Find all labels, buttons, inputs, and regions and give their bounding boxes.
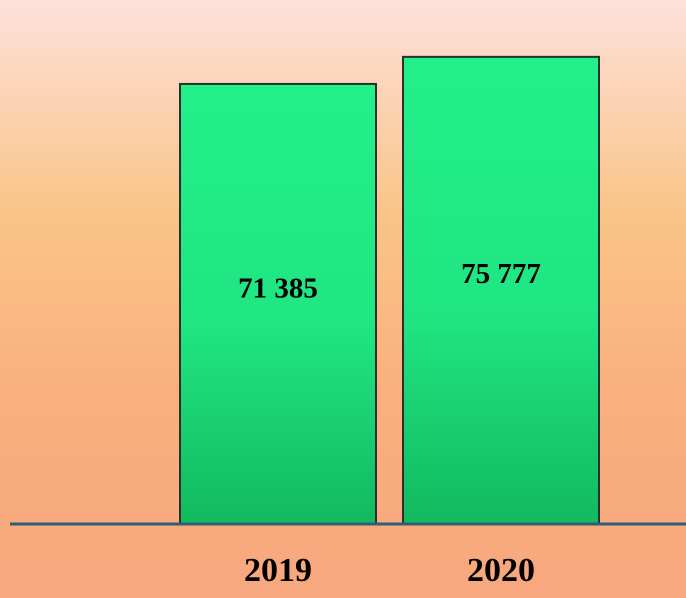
bar-value-label: 75 777 <box>461 258 541 290</box>
bars-group <box>179 55 600 526</box>
x-tick-label: 2019 <box>244 552 312 589</box>
bar-value-label: 71 385 <box>238 272 318 304</box>
bar-2019 <box>179 82 377 526</box>
x-tick-label: 2020 <box>467 552 535 589</box>
labels-group: 71 385 2019 75 777 2020 <box>238 258 541 589</box>
bar-2020 <box>402 55 600 525</box>
